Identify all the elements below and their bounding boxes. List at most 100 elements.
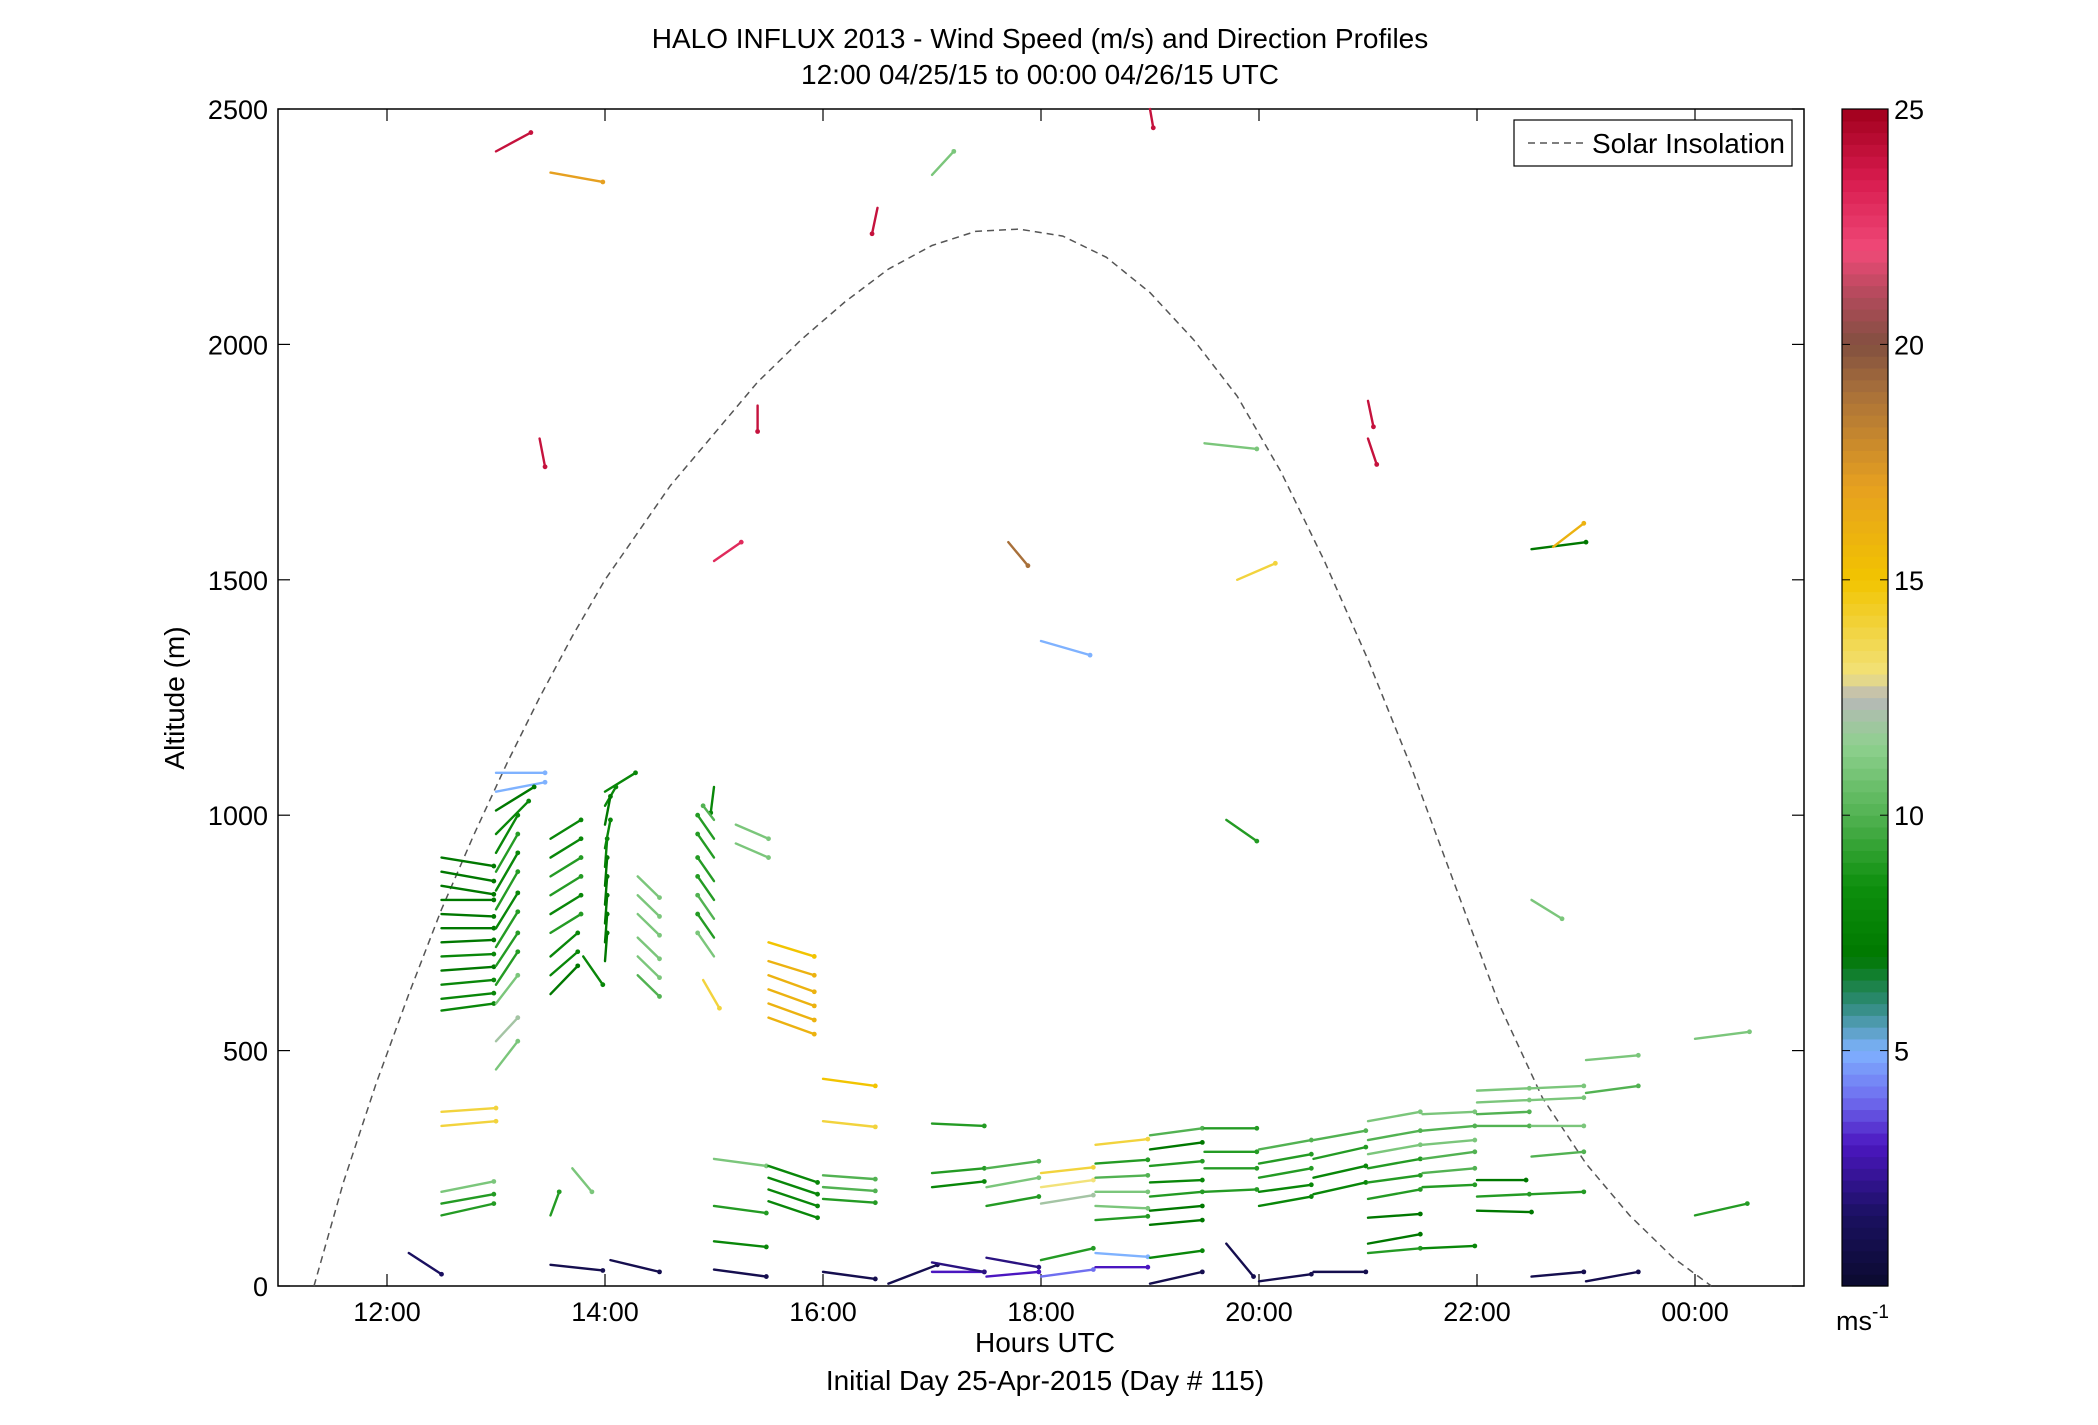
colorbar-tick-label: 5 [1894,1037,1909,1067]
wind-vector [440,1202,496,1217]
wind-vector [636,894,661,918]
wind-vector-head [1581,1189,1587,1195]
wind-vector [440,884,496,896]
colorbar-segment [1842,603,1888,616]
wind-vector [696,832,716,859]
wind-vector-head [633,770,638,776]
wind-vector-head [493,1105,499,1111]
wind-vector [1148,1190,1204,1198]
colorbar-segment [1842,132,1888,145]
wind-vector-head [604,836,610,842]
wind-vector-head [1744,1201,1750,1207]
wind-vector-head [491,977,497,983]
colorbar-segment [1842,615,1888,628]
wind-vector-head [1150,125,1156,131]
colorbar-segment [1842,850,1888,863]
wind-vector-head [1254,1165,1260,1171]
wind-vector [767,1016,816,1036]
wind-vector [609,1258,661,1274]
wind-vector [1366,1110,1422,1123]
colorbar-segment [1842,332,1888,345]
wind-vector [767,974,816,993]
wind-vector [1148,107,1155,130]
colorbar-tick-label: 25 [1894,95,1924,125]
colorbar-unit-exponent: -1 [1872,1302,1889,1323]
wind-vector [712,1268,768,1278]
colorbar-segment [1842,285,1888,298]
wind-vector-head [695,812,701,818]
wind-vector [1225,1242,1255,1278]
colorbar-segment [1842,544,1888,557]
colorbar-segment [1842,320,1888,334]
wind-vector-head [1308,1165,1314,1171]
wind-vector [494,1039,519,1071]
wind-vector-head [531,784,537,790]
wind-vector [440,1180,496,1194]
legend-box [1513,119,1793,167]
wind-vector-head [1635,1083,1641,1089]
wind-vector [930,1167,986,1175]
wind-vector-head [1417,1109,1423,1115]
plot-area [277,108,1805,1287]
wind-vector-head [491,990,497,996]
wind-vector-head [608,817,613,823]
y-axis-label: Altitude (m) [159,626,190,769]
wind-vector [1530,1096,1586,1102]
wind-vector-head [1254,446,1260,452]
wind-vector-head [1308,1194,1314,1199]
wind-vector-head [1036,1158,1042,1164]
colorbar-segment [1842,921,1888,934]
x-tick-label: 12:00 [353,1297,421,1327]
wind-vector-head [657,956,662,962]
wind-vector [636,955,661,979]
colorbar-segment [1842,379,1888,393]
wind-vector-head [608,793,613,799]
wind-vector-head [1145,1157,1151,1163]
wind-vector-head [1417,1211,1423,1217]
wind-vector-head [763,1244,769,1250]
wind-vector-head [1363,1144,1369,1150]
wind-vector-head [695,892,701,898]
wind-vector-head [575,949,581,955]
wind-vector [1421,1110,1477,1116]
wind-vector [821,1197,877,1204]
colorbar-segment [1842,979,1888,993]
wind-vector-head [1417,1187,1423,1192]
wind-vector [440,1002,496,1012]
wind-vector-head [1417,1128,1423,1134]
wind-vector-head [542,770,548,776]
wind-vector [712,540,743,563]
wind-vector-head [1635,1052,1641,1058]
wind-vector-head [1199,1140,1205,1145]
wind-vector-head [1417,1245,1423,1251]
colorbar-segment [1842,238,1888,251]
wind-vector [1257,1273,1313,1283]
wind-vector-head [1199,1217,1205,1223]
wind-vector-head [578,874,584,879]
wind-vector-head [815,1191,820,1197]
wind-vector [1366,1188,1422,1201]
wind-vector-head [657,1269,662,1275]
wind-vector-head [515,949,521,955]
colorbar-segment [1842,1262,1888,1275]
colorbar-segment [1842,626,1888,640]
wind-vector [494,799,530,836]
wind-vector [440,1106,498,1114]
colorbar-segment [1842,579,1888,593]
wind-vector-head [604,892,610,898]
wind-vector-head [1199,1125,1205,1131]
colorbar-segment [1842,1274,1888,1287]
wind-vector [985,1270,1041,1278]
colorbar-segment [1842,1180,1888,1193]
colorbar-segment [1842,497,1888,510]
wind-vector-head [755,429,760,434]
wind-vector-head [491,937,497,943]
colorbar-segment [1842,556,1888,569]
wind-vector [1421,1183,1477,1189]
wind-vector-head [1254,1149,1260,1155]
wind-vector-head [717,1005,722,1011]
colorbar-segment [1842,1238,1888,1252]
wind-vector [1094,1204,1150,1210]
wind-vector-head [1581,1123,1587,1129]
wind-vector-head [951,148,957,154]
